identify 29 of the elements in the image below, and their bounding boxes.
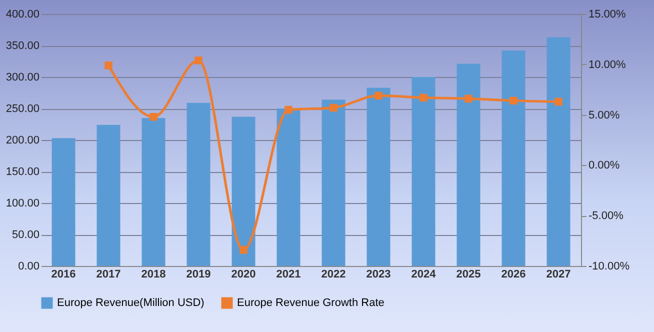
y-tick-label: 350.00 [6,40,40,52]
x-tick-label: 2018 [141,268,166,280]
legend-label: Europe Revenue(Million USD) [57,297,204,309]
y2-tick-label: 0.00% [588,160,620,172]
x-tick-label: 2021 [276,268,301,280]
x-tick-label: 2016 [51,268,76,280]
x-tick-label: 2026 [501,268,526,280]
x-tick-label: 2022 [321,268,346,280]
y2-tick-label: -10.00% [588,260,630,272]
x-tick-label: 2017 [96,268,121,280]
y-tick-label: 100.00 [6,198,40,210]
y-tick-label: 200.00 [6,134,40,146]
x-tick-label: 2025 [456,268,481,280]
y-tick-label: 250.00 [6,103,40,115]
y2-tick-label: 10.00% [588,58,626,71]
x-tick-label: 2023 [366,268,391,280]
legend-label: Europe Revenue Growth Rate [237,297,384,309]
y2-tick-label: -5.00% [588,210,624,222]
y-tick-label: 0.00 [18,260,40,272]
y-tick-label: 400.00 [6,8,40,20]
y2-tick-label: 5.00% [588,109,620,122]
x-tick-label: 2019 [186,268,211,280]
x-tick-label: 2020 [231,268,256,280]
y-tick-label: 50.00 [12,229,40,241]
x-tick-label: 2024 [411,268,437,280]
y-tick-label: 150.00 [6,166,40,178]
x-tick-label: 2027 [546,268,571,280]
y-tick-label: 300.00 [6,72,40,84]
y2-tick-label: 15.00% [588,8,626,20]
